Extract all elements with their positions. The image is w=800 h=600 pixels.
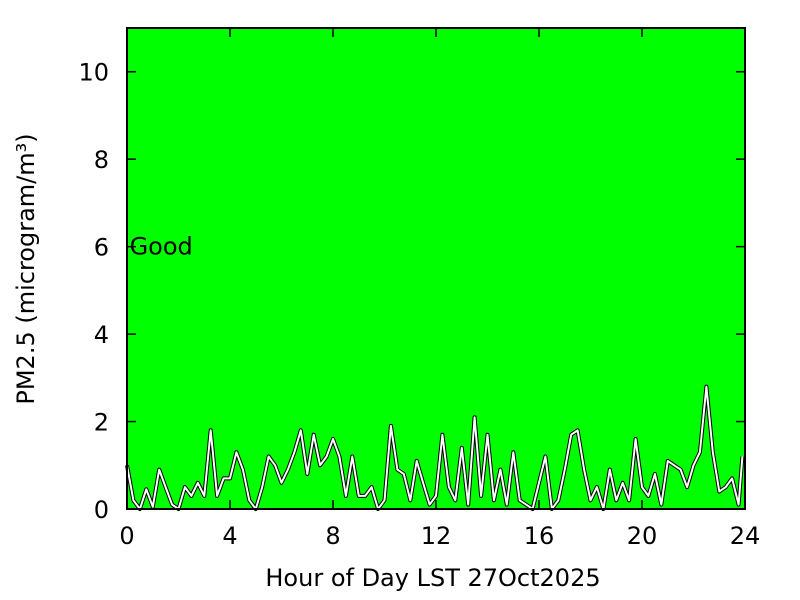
x-tick-label: 16 bbox=[524, 522, 555, 550]
plot-background bbox=[127, 28, 745, 509]
y-tick-label: 8 bbox=[94, 146, 109, 174]
y-tick-label: 4 bbox=[94, 321, 109, 349]
y-tick-label: 6 bbox=[94, 234, 109, 262]
x-tick-label: 12 bbox=[421, 522, 452, 550]
x-axis-label: Hour of Day LST 27Oct2025 bbox=[265, 564, 600, 592]
x-tick-label: 4 bbox=[222, 522, 237, 550]
y-axis-label: PM2.5 (microgram/m³) bbox=[12, 133, 40, 404]
line-layer bbox=[125, 384, 745, 511]
y-tick-label: 2 bbox=[94, 409, 109, 437]
x-tick-label: 8 bbox=[325, 522, 340, 550]
x-tick-label: 0 bbox=[119, 522, 134, 550]
data-line bbox=[126, 385, 744, 510]
x-tick-label: 24 bbox=[730, 522, 761, 550]
y-tick-label: 0 bbox=[94, 496, 109, 524]
x-tick-label: 20 bbox=[627, 522, 658, 550]
annotation: Good bbox=[130, 233, 193, 261]
y-tick-label: 10 bbox=[78, 59, 109, 87]
